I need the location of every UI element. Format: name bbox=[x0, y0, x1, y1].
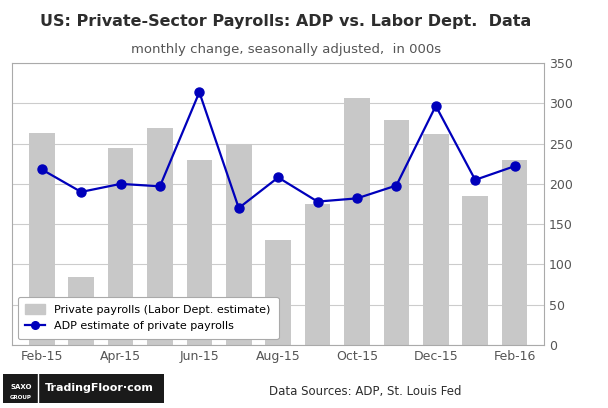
Bar bbox=[187, 160, 212, 345]
Bar bbox=[502, 160, 527, 345]
Bar bbox=[305, 204, 330, 345]
Bar bbox=[68, 277, 94, 345]
Legend: Private payrolls (Labor Dept. estimate), ADP estimate of private payrolls: Private payrolls (Labor Dept. estimate),… bbox=[18, 297, 278, 339]
Text: TradingFloor·com: TradingFloor·com bbox=[45, 384, 154, 393]
Bar bbox=[3, 374, 38, 403]
Text: GROUP: GROUP bbox=[10, 395, 32, 400]
Bar bbox=[463, 196, 488, 345]
Text: SAXO: SAXO bbox=[10, 384, 32, 390]
Bar bbox=[423, 134, 449, 345]
Bar bbox=[344, 98, 370, 345]
Text: monthly change, seasonally adjusted,  in 000s: monthly change, seasonally adjusted, in … bbox=[131, 43, 441, 56]
Bar bbox=[147, 128, 173, 345]
Text: US: Private-Sector Payrolls: ADP vs. Labor Dept.  Data: US: Private-Sector Payrolls: ADP vs. Lab… bbox=[40, 14, 531, 29]
Bar bbox=[108, 148, 133, 345]
Text: Data Sources: ADP, St. Louis Fed: Data Sources: ADP, St. Louis Fed bbox=[269, 385, 461, 398]
Bar bbox=[226, 144, 252, 345]
Bar bbox=[384, 120, 409, 345]
Bar bbox=[265, 240, 291, 345]
Bar bbox=[29, 133, 55, 345]
